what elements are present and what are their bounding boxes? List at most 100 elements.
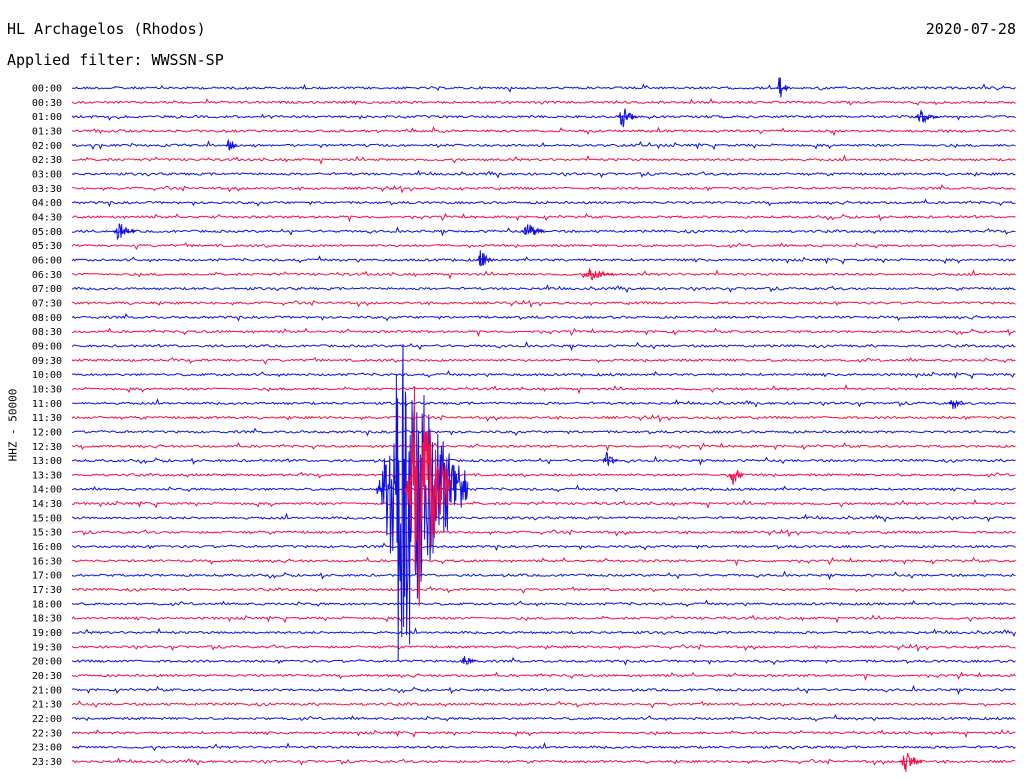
trace-line: [71, 97, 1016, 106]
time-label: 03:00: [32, 169, 62, 180]
time-label: 08:30: [32, 327, 62, 338]
trace-line: [71, 284, 1016, 294]
trace-line: [71, 542, 1016, 552]
trace-line: [71, 427, 1016, 437]
trace-line: [72, 154, 1016, 166]
trace-line: [71, 512, 1016, 523]
time-label: 09:30: [32, 356, 62, 367]
trace-line: [71, 313, 1016, 322]
trace-line: [71, 212, 1016, 223]
event-burst: [914, 109, 939, 124]
time-label: 22:30: [32, 728, 62, 739]
trace-line: [71, 255, 1016, 265]
event-burst: [582, 268, 614, 281]
trace-line: [71, 126, 1016, 137]
time-label: 22:00: [32, 714, 62, 725]
trace-line: [71, 700, 1016, 709]
time-label: 00:00: [32, 84, 62, 95]
trace-line: [71, 643, 1016, 653]
trace-line: [71, 599, 1016, 608]
time-label: 21:00: [32, 685, 62, 696]
trace-line: [71, 614, 1016, 624]
time-label: 14:00: [32, 485, 62, 496]
time-label: 13:30: [32, 470, 62, 481]
time-label: 11:00: [32, 399, 62, 410]
event-burst: [617, 108, 637, 128]
event-burst: [898, 752, 923, 772]
time-label: 07:00: [32, 284, 62, 295]
trace-line: [71, 370, 1016, 380]
time-label: 11:30: [32, 413, 62, 424]
trace-line: [71, 728, 1016, 739]
event-burst: [112, 223, 136, 241]
time-label: 18:30: [32, 614, 62, 625]
trace-line: [71, 484, 1016, 493]
trace-line: [71, 169, 1016, 179]
time-label: 04:30: [32, 212, 62, 223]
trace-line: [71, 356, 1016, 365]
trace-line: [71, 455, 1016, 466]
trace-line: [72, 398, 1016, 408]
trace-line: [71, 242, 1016, 251]
trace-line: [71, 198, 1016, 208]
time-label: 06:30: [32, 270, 62, 281]
trace-line: [71, 656, 1016, 666]
time-label: 02:30: [32, 155, 62, 166]
event-burst: [476, 250, 493, 267]
trace-line: [71, 184, 1016, 194]
time-label: 17:00: [32, 571, 62, 582]
trace-line: [71, 471, 1016, 480]
trace-line: [71, 414, 1016, 423]
time-label: 18:00: [32, 599, 62, 610]
trace-line: [71, 341, 1016, 352]
filter-label: Applied filter: WWSSN-SP: [7, 51, 224, 69]
time-label: 04:00: [32, 198, 62, 209]
trace-line: [71, 442, 1016, 452]
time-label: 19:30: [32, 642, 62, 653]
time-label: 15:00: [32, 513, 62, 524]
time-label: 06:00: [32, 255, 62, 266]
trace-line: [71, 671, 1016, 682]
trace-line: [71, 299, 1016, 309]
trace-line: [71, 528, 1016, 538]
time-label: 13:00: [32, 456, 62, 467]
time-label: 07:30: [32, 298, 62, 309]
time-label: 14:30: [32, 499, 62, 510]
trace-line: [71, 741, 1016, 752]
trace-line: [71, 713, 1016, 722]
time-label: 23:00: [32, 743, 62, 754]
time-label: 01:30: [32, 126, 62, 137]
time-label: 12:00: [32, 427, 62, 438]
time-label: 05:30: [32, 241, 62, 252]
trace-line: [71, 384, 1016, 395]
event-burst: [728, 469, 744, 485]
trace-line: [71, 113, 1016, 121]
event-burst: [404, 387, 451, 606]
time-label: 00:30: [32, 98, 62, 109]
time-label: 15:30: [32, 528, 62, 539]
time-label: 10:00: [32, 370, 62, 381]
time-label: 21:30: [32, 700, 62, 711]
event-burst: [460, 656, 477, 666]
time-label: 19:00: [32, 628, 62, 639]
event-burst: [602, 451, 618, 467]
time-label: 23:30: [32, 757, 62, 768]
trace-line: [71, 140, 1016, 151]
trace-line: [71, 586, 1016, 594]
event-burst: [521, 224, 545, 236]
time-label: 05:00: [32, 227, 62, 238]
time-label: 12:30: [32, 442, 62, 453]
time-label: 20:00: [32, 657, 62, 668]
event-burst: [225, 138, 238, 151]
time-label: 17:30: [32, 585, 62, 596]
time-label: 01:00: [32, 112, 62, 123]
trace-line: [72, 83, 1016, 93]
station-title: HL Archagelos (Rhodos): [7, 20, 206, 38]
time-label: 09:00: [32, 341, 62, 352]
trace-line: [71, 570, 1016, 581]
time-label: 16:00: [32, 542, 62, 553]
date-label: 2020-07-28: [925, 20, 1016, 38]
trace-line: [71, 269, 1016, 280]
trace-line: [71, 684, 1016, 696]
